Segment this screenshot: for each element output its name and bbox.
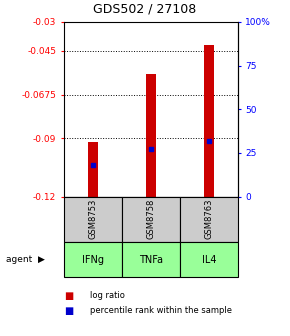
Text: GSM8758: GSM8758 bbox=[146, 199, 155, 240]
Bar bbox=[146, 74, 156, 197]
Text: IFNg: IFNg bbox=[82, 255, 104, 264]
Text: percentile rank within the sample: percentile rank within the sample bbox=[90, 306, 232, 315]
Bar bbox=[88, 142, 98, 197]
Text: log ratio: log ratio bbox=[90, 291, 125, 300]
Bar bbox=[180, 242, 238, 277]
Bar bbox=[64, 197, 122, 242]
Text: IL4: IL4 bbox=[202, 255, 216, 264]
Text: TNFa: TNFa bbox=[139, 255, 163, 264]
Bar bbox=[204, 45, 214, 197]
Text: GSM8763: GSM8763 bbox=[204, 199, 213, 240]
Bar bbox=[64, 242, 122, 277]
Text: ■: ■ bbox=[64, 306, 73, 316]
Text: GSM8753: GSM8753 bbox=[88, 199, 97, 240]
Bar bbox=[122, 197, 180, 242]
Text: GDS502 / 27108: GDS502 / 27108 bbox=[93, 3, 197, 16]
Bar bbox=[180, 197, 238, 242]
Text: ■: ■ bbox=[64, 291, 73, 301]
Text: agent  ▶: agent ▶ bbox=[6, 255, 45, 264]
Bar bbox=[122, 242, 180, 277]
